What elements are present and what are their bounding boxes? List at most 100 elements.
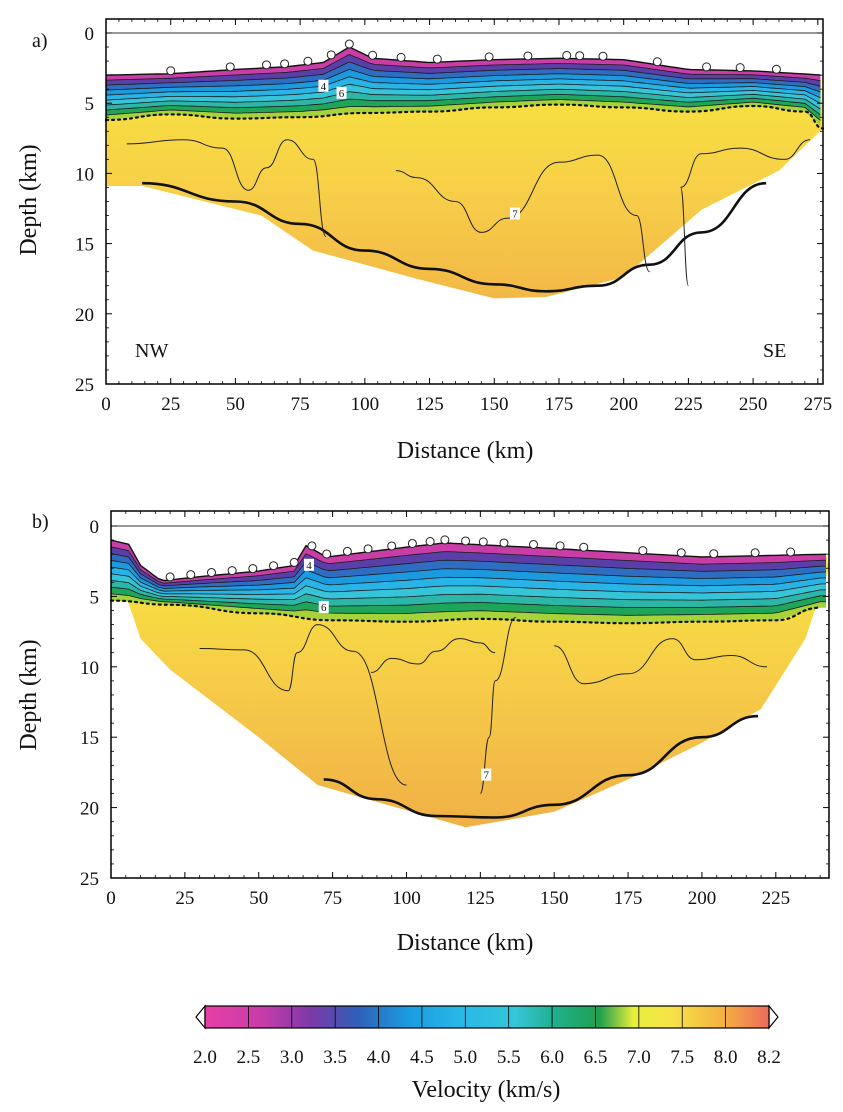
velocity-contour	[110, 553, 827, 587]
station-marker	[307, 541, 317, 551]
x-tick-label: 125	[466, 888, 495, 909]
velocity-contour	[110, 593, 826, 616]
velocity-band	[106, 76, 821, 104]
velocity-contour	[105, 54, 821, 81]
velocity-band	[111, 580, 826, 608]
y-tick-label: 25	[75, 375, 94, 396]
dotted-boundary	[104, 103, 825, 130]
panel-b-y-axis-title: Depth (km)	[16, 639, 42, 750]
panel-b-ticks: 0 25 50 75 100 125 150 175 200 225 0 5 10 15 20 25	[80, 511, 829, 909]
x-tick-label: 225	[674, 394, 703, 415]
colorbar-tick-label: 2.5	[237, 1047, 261, 1068]
x-tick-label: 50	[226, 394, 245, 415]
station-marker	[396, 52, 406, 62]
x-tick-label: 25	[175, 888, 194, 909]
x-tick-label: 275	[804, 394, 833, 415]
contour-label-box	[318, 79, 329, 92]
x-tick-label: 200	[609, 394, 638, 415]
velocity-contour	[199, 624, 407, 786]
contour-label-box	[481, 768, 492, 781]
x-tick-label: 0	[106, 888, 116, 909]
station-marker	[709, 549, 719, 559]
panel-b-x-axis-title: Distance (km)	[397, 930, 534, 956]
colorbar-ticks: 2.0 2.5 3.0 3.5 4.0 4.5 5.0 5.5 6.0 6.5 7.0 7.5 8.0 8…	[193, 1006, 781, 1068]
colorbar-tick-label: 5.0	[453, 1047, 477, 1068]
y-tick-label: 20	[80, 799, 99, 820]
velocity-contour	[110, 586, 826, 608]
panel-a-y-axis-title: Depth (km)	[16, 144, 42, 255]
station-marker	[165, 572, 175, 582]
x-tick-label: 50	[249, 888, 268, 909]
colorbar-title: Velocity (km/s)	[412, 1077, 561, 1103]
contour-label: 4	[321, 81, 327, 93]
station-marker	[478, 537, 488, 547]
contour-label: 6	[339, 88, 345, 100]
velocity-contour	[105, 68, 821, 93]
x-tick-label: 250	[739, 394, 768, 415]
velocity-band	[111, 587, 826, 616]
x-tick-label: 25	[161, 394, 180, 415]
station-marker	[735, 63, 745, 73]
panel-a-label: a)	[32, 30, 48, 52]
contour-label-box	[318, 601, 329, 614]
x-tick-label: 225	[762, 888, 791, 909]
station-marker	[575, 51, 585, 61]
nw-label: NW	[135, 340, 168, 362]
colorbar-tick-label: 2.0	[193, 1047, 217, 1068]
station-marker	[326, 50, 336, 60]
station-marker	[579, 542, 589, 552]
contour-label-box	[336, 86, 347, 99]
surface-line	[105, 46, 821, 76]
velocity-contour	[370, 638, 496, 673]
panel-b-label: b)	[32, 511, 49, 533]
y-tick-label: 25	[80, 869, 99, 890]
velocity-contour	[554, 638, 768, 685]
x-tick-label: 100	[392, 888, 421, 909]
station-marker	[227, 566, 237, 576]
colorbar-tick-label: 8.2	[757, 1047, 781, 1068]
x-tick-label: 175	[545, 394, 574, 415]
station-marker	[555, 541, 565, 551]
velocity-band	[106, 89, 821, 115]
panel-b-frame	[110, 510, 830, 879]
station-marker	[387, 541, 397, 551]
station-marker	[652, 57, 662, 67]
station-marker	[269, 561, 279, 571]
station-marker	[529, 539, 539, 549]
station-marker	[499, 538, 509, 548]
x-tick-label: 75	[323, 888, 342, 909]
velocity-band	[106, 94, 821, 121]
x-tick-label: 200	[688, 888, 717, 909]
station-marker	[303, 56, 313, 66]
y-tick-label: 10	[80, 658, 99, 679]
velocity-contour	[479, 617, 517, 794]
colorbar-tick-label: 6.0	[540, 1047, 564, 1068]
y-tick-label: 5	[90, 587, 100, 608]
y-tick-label: 0	[90, 517, 100, 538]
station-marker	[363, 544, 373, 554]
colorbar-tick-label: 8.0	[714, 1047, 738, 1068]
velocity-band	[111, 553, 826, 589]
station-marker	[289, 557, 299, 567]
station-marker	[771, 64, 781, 74]
station-marker	[206, 568, 216, 578]
station-marker	[598, 51, 608, 61]
colorbar-tick-label: 4.0	[367, 1047, 391, 1068]
x-tick-label: 125	[415, 394, 444, 415]
se-label: SE	[763, 340, 786, 362]
station-marker	[432, 54, 442, 64]
contour-label-box	[509, 207, 520, 220]
contour-label: 6	[321, 602, 327, 614]
station-marker	[676, 548, 686, 558]
station-marker	[425, 537, 435, 547]
panel-a: a) 46 7 0 25 50 75 100 125 150 175 200 225 250 275 0 5…	[16, 18, 833, 464]
velocity-contour	[110, 580, 826, 601]
colorbar-right-arrow	[768, 1004, 779, 1030]
station-marker	[750, 548, 760, 558]
colorbar-left-arrow	[195, 1004, 206, 1030]
station-marker	[322, 549, 332, 559]
velocity-band	[111, 560, 826, 592]
station-marker	[562, 50, 572, 60]
colorbar-tick-label: 6.5	[584, 1047, 608, 1068]
